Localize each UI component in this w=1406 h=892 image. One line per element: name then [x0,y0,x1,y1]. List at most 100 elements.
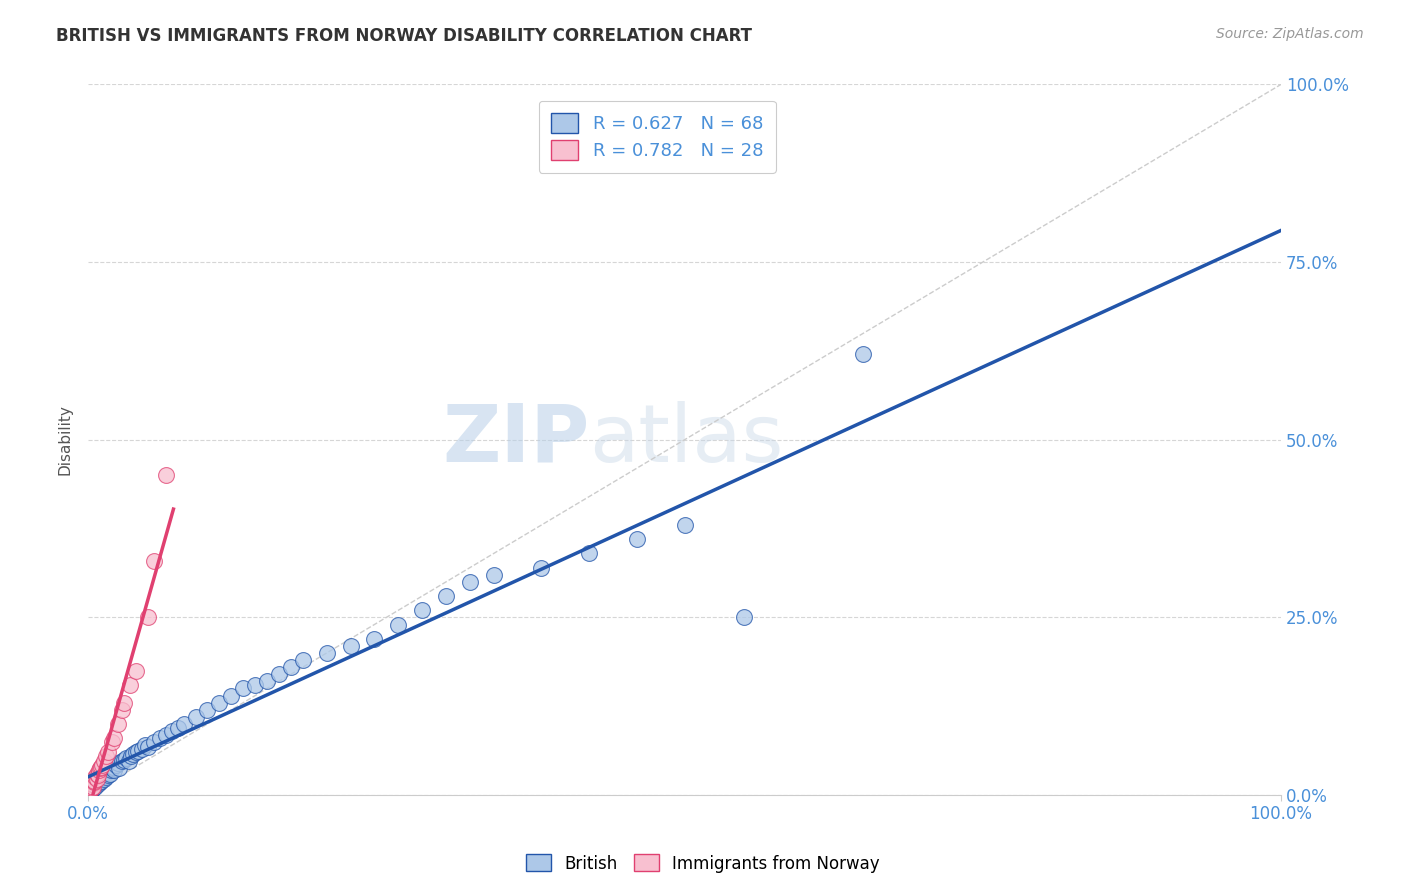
Text: ZIP: ZIP [441,401,589,479]
Point [101,735,124,749]
Point [94,749,117,764]
Point [110,703,132,717]
Point [82,780,104,794]
Point [93,754,115,768]
Point [458,574,481,589]
Point [91,768,114,782]
Text: BRITISH VS IMMIGRANTS FROM NORWAY DISABILITY CORRELATION CHART: BRITISH VS IMMIGRANTS FROM NORWAY DISABI… [56,27,752,45]
Point [100,763,122,777]
Point [107,717,129,731]
Point [87,772,110,787]
Point [110,754,132,768]
Point [155,468,177,483]
Point [184,710,207,724]
Point [90,773,112,788]
Point [280,660,302,674]
Point [173,717,195,731]
Point [131,742,153,756]
Point [387,617,409,632]
Point [94,766,117,780]
Point [97,768,120,782]
Point [107,756,129,770]
Point [94,770,117,784]
Point [97,746,120,760]
Point [363,632,385,646]
Point [80,780,103,795]
Point [108,761,131,775]
Point [125,664,148,678]
Point [101,761,124,775]
Point [136,739,159,754]
Point [434,589,457,603]
Point [80,777,103,791]
Point [98,766,121,780]
Point [530,560,553,574]
Point [86,766,108,780]
Point [136,610,159,624]
Legend: R = 0.627   N = 68, R = 0.782   N = 28: R = 0.627 N = 68, R = 0.782 N = 28 [538,101,776,173]
Point [86,777,108,791]
Point [256,674,278,689]
Point [118,678,141,692]
Point [84,780,107,794]
Point [411,603,433,617]
Point [733,610,755,624]
Point [91,758,114,772]
Point [149,731,172,746]
Point [315,646,337,660]
Point [120,749,142,764]
Point [79,784,101,798]
Point [482,567,505,582]
Point [125,746,148,760]
Point [103,759,125,773]
Point [339,639,361,653]
Point [104,758,127,772]
Point [267,667,290,681]
Point [84,770,107,784]
Text: Source: ZipAtlas.com: Source: ZipAtlas.com [1216,27,1364,41]
Point [155,728,177,742]
Legend: British, Immigrants from Norway: British, Immigrants from Norway [519,847,887,880]
Y-axis label: Disability: Disability [58,404,72,475]
Point [197,703,219,717]
Point [79,782,101,797]
Point [673,518,696,533]
Text: atlas: atlas [589,401,783,479]
Point [86,775,108,789]
Point [166,721,188,735]
Point [83,775,105,789]
Point [86,772,108,787]
Point [90,759,112,773]
Point [80,782,103,797]
Point [103,731,125,746]
Point [83,777,105,791]
Point [112,696,135,710]
Point [626,533,648,547]
Point [89,770,111,784]
Point [160,724,183,739]
Point [87,763,110,777]
Point [112,752,135,766]
Point [89,761,111,775]
Point [86,768,108,782]
Point [79,784,101,798]
Point [89,775,111,789]
Point [208,696,231,710]
Point [86,773,108,788]
Point [82,780,104,795]
Point [127,744,149,758]
Point [142,735,165,749]
Point [142,553,165,567]
Point [93,772,115,787]
Point [243,678,266,692]
Point [103,763,125,777]
Point [83,773,105,788]
Point [221,689,243,703]
Point [118,754,141,768]
Point [96,765,118,780]
Point [115,751,138,765]
Point [232,681,254,696]
Point [122,747,145,761]
Point [83,780,105,794]
Point [852,347,875,361]
